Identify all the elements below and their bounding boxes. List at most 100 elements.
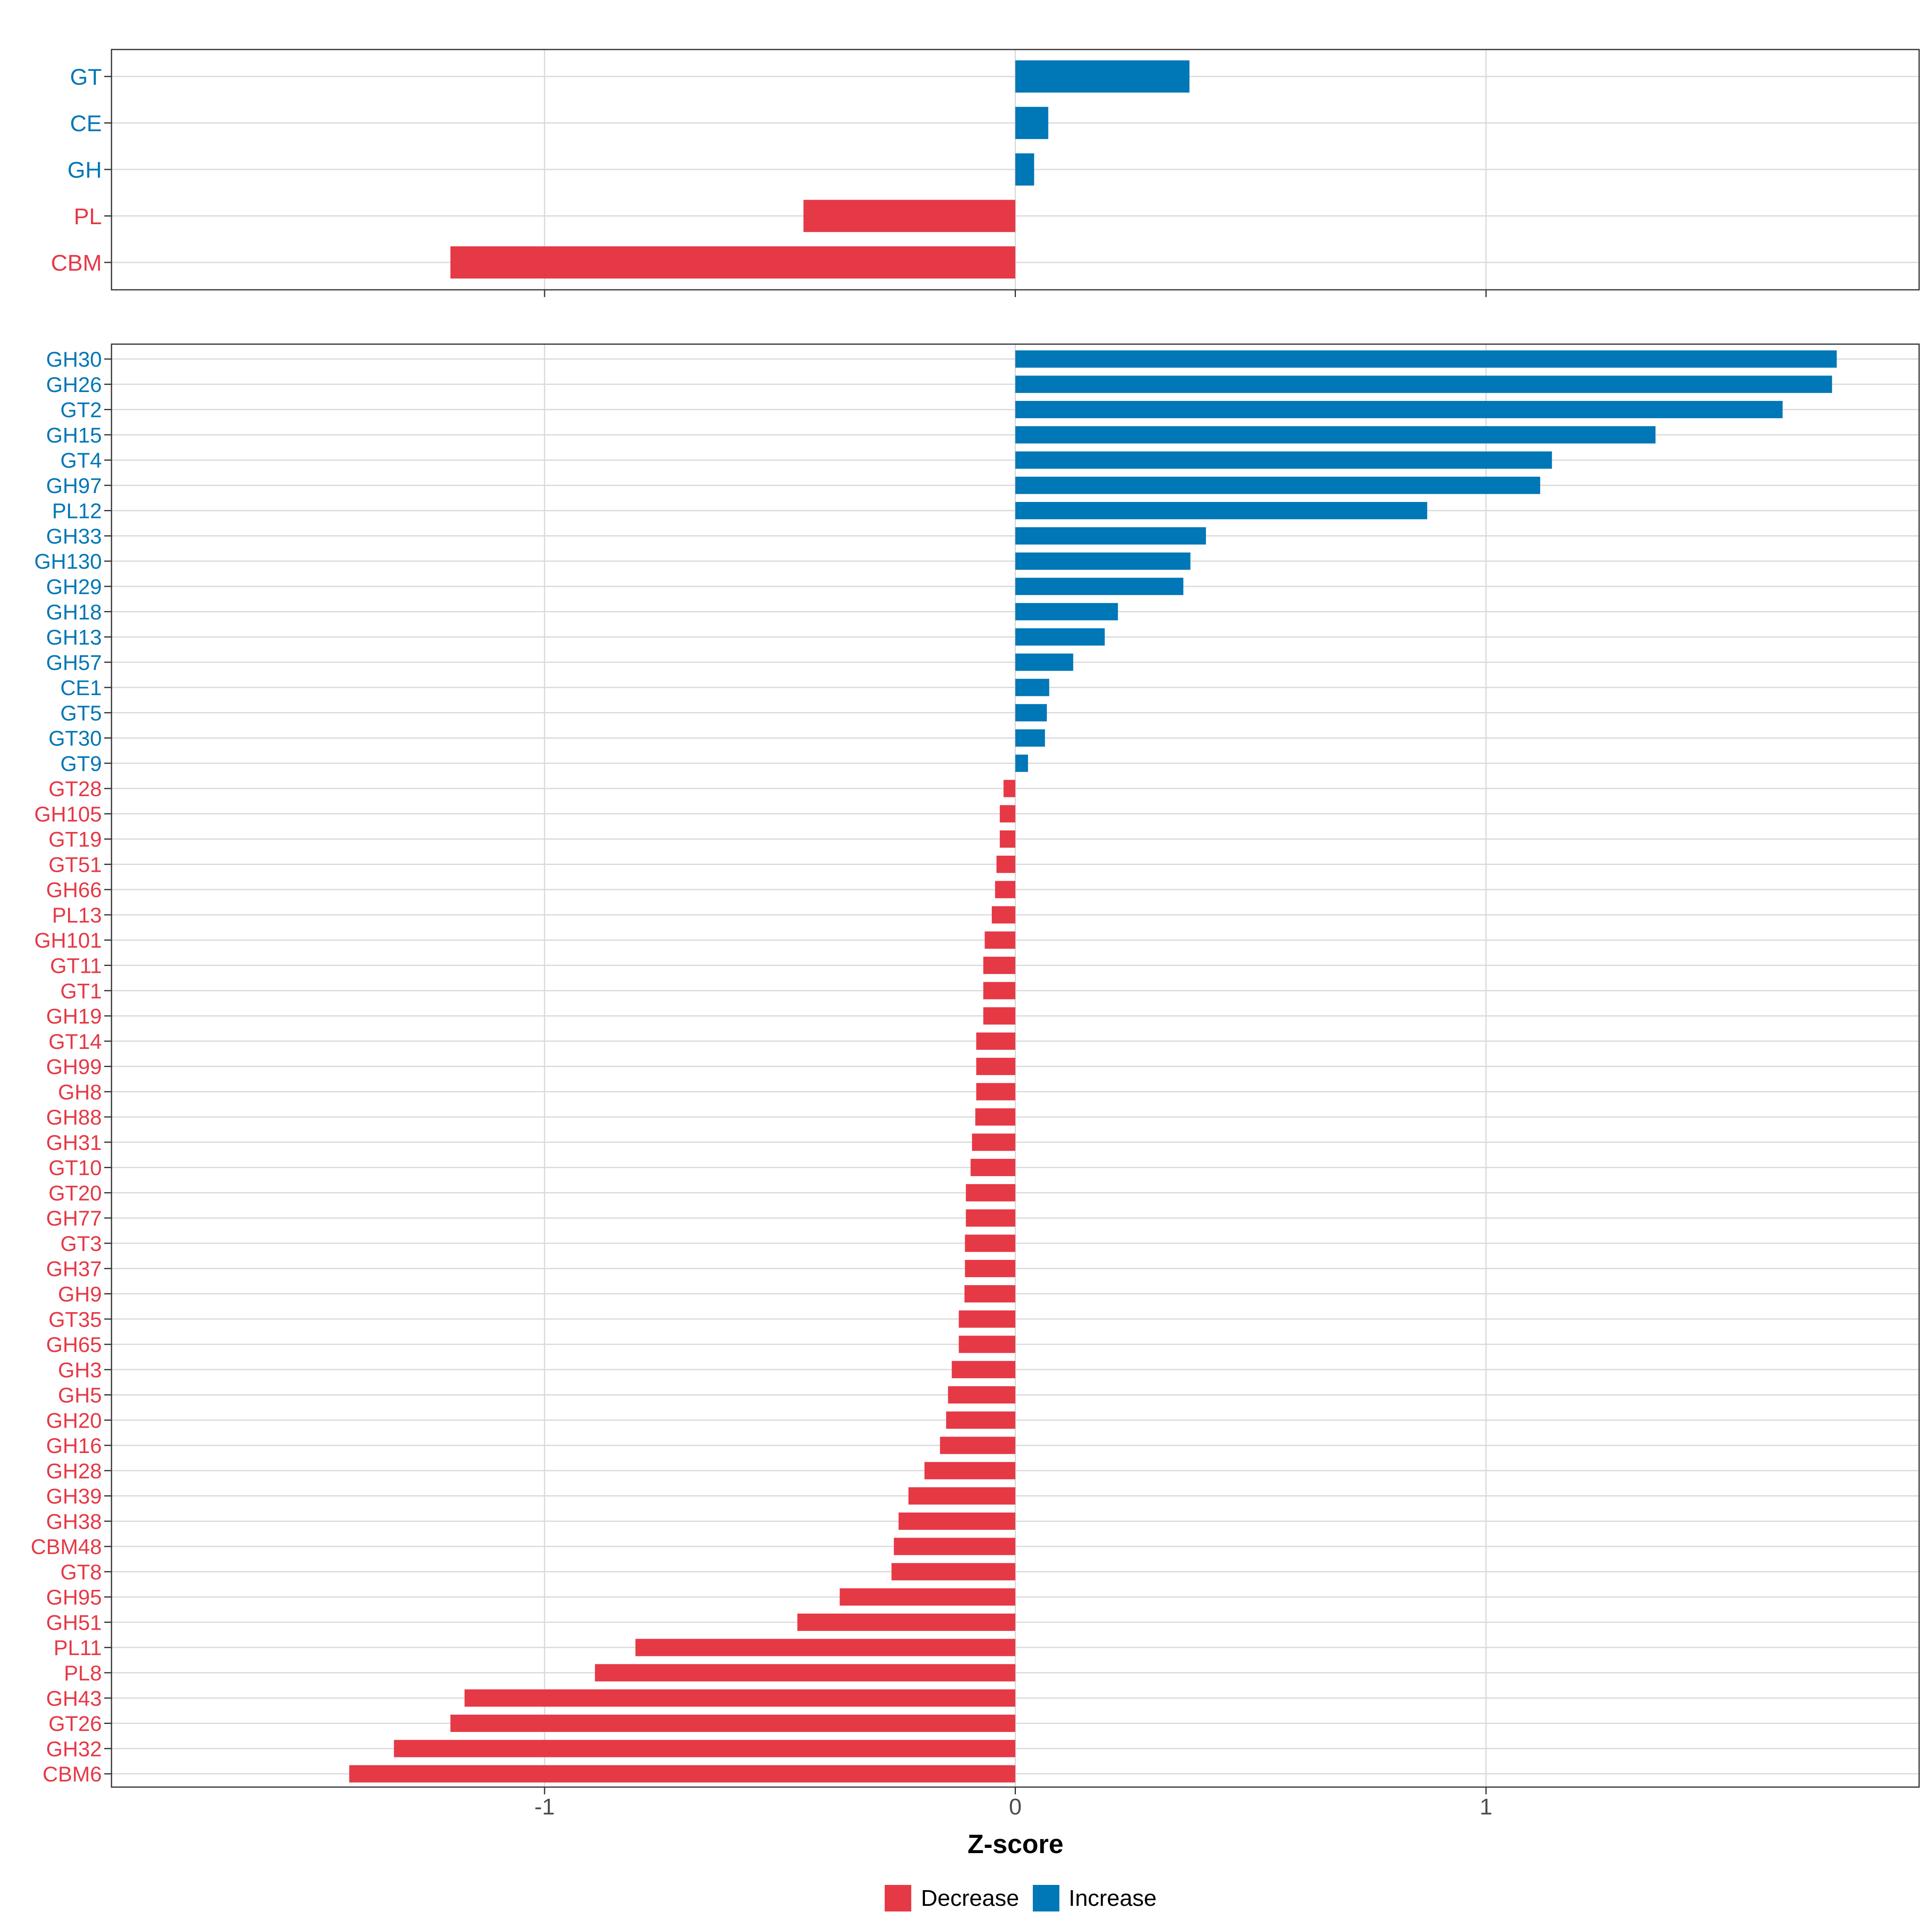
bottom-ytick-label: GH101: [34, 929, 102, 953]
bottom-bar-gt14: [976, 1032, 1016, 1050]
bottom-bar-gh66: [995, 881, 1016, 898]
bottom-ytick-label: GH3: [58, 1358, 102, 1382]
legend-label-increase: Increase: [1069, 1885, 1157, 1911]
x-tick-label: -1: [535, 1794, 555, 1820]
bottom-ytick-label: GT5: [60, 702, 102, 725]
bottom-bar-gh15: [1015, 426, 1656, 444]
x-tick-label: 0: [1009, 1794, 1022, 1820]
bottom-ytick-label: CBM6: [43, 1763, 102, 1786]
bottom-ytick-label: GH29: [46, 575, 102, 599]
bottom-ytick-label: GH99: [46, 1055, 102, 1079]
bottom-bar-gh16: [940, 1437, 1016, 1454]
bottom-ytick-label: GH8: [58, 1080, 102, 1104]
legend-label-decrease: Decrease: [921, 1885, 1019, 1911]
bottom-ytick-label: GT30: [48, 727, 102, 751]
bottom-ytick-label: GH51: [46, 1611, 102, 1635]
top-ytick-label: PL: [74, 204, 102, 229]
bottom-bar-gt19: [999, 830, 1016, 848]
bottom-ytick-label: GH16: [46, 1434, 102, 1458]
bottom-panel: GH30GH26GT2GH15GT4GH97PL12GH33GH130GH29G…: [31, 343, 1920, 1794]
bottom-bar-gh130: [1015, 552, 1191, 570]
bottom-ytick-label: PL8: [64, 1662, 102, 1685]
bottom-bar-gh18: [1015, 603, 1118, 621]
bottom-ytick-label: GT26: [48, 1712, 102, 1736]
bottom-bar-gh33: [1015, 527, 1206, 545]
bottom-bar-gh37: [965, 1260, 1016, 1278]
bottom-ytick-label: PL13: [52, 904, 102, 927]
bottom-ytick-label: GH43: [46, 1687, 102, 1711]
bottom-ytick-label: GT9: [60, 752, 102, 776]
bottom-bar-gh9: [964, 1285, 1016, 1302]
bottom-ytick-label: GH33: [46, 524, 102, 548]
bottom-ytick-label: GH105: [34, 803, 102, 826]
bottom-ytick-label: GT1: [60, 979, 102, 1003]
bottom-ytick-label: GT10: [48, 1156, 102, 1180]
bottom-ytick-label: GT2: [60, 398, 102, 422]
bottom-ytick-label: GH19: [46, 1005, 102, 1028]
bottom-bar-ce1: [1015, 679, 1049, 696]
bottom-ytick-label: GH66: [46, 878, 102, 902]
bottom-ytick-label: GH20: [46, 1409, 102, 1432]
bottom-bar-gh57: [1015, 653, 1073, 671]
bottom-bar-gh51: [797, 1613, 1016, 1631]
bottom-bar-pl12: [1015, 502, 1427, 520]
bottom-bar-gt26: [450, 1714, 1016, 1732]
x-tick-label: 1: [1480, 1794, 1492, 1820]
top-bar-cbm: [450, 246, 1016, 279]
bottom-ytick-label: GH15: [46, 423, 102, 447]
bottom-ytick-label: GT8: [60, 1560, 102, 1584]
bottom-ytick-label: GH39: [46, 1485, 102, 1509]
bottom-ytick-label: GT20: [48, 1181, 102, 1205]
bottom-ytick-label: GH31: [46, 1131, 102, 1155]
bottom-ytick-label: CE1: [60, 676, 102, 700]
bottom-ytick-label: GT4: [60, 449, 102, 473]
bottom-bar-gt51: [996, 855, 1016, 873]
bottom-ytick-label: GT11: [50, 954, 102, 978]
bottom-ytick-label: GH28: [46, 1459, 102, 1483]
bottom-bar-gh97: [1015, 477, 1540, 494]
top-panel: GT CE GH PL CBM: [51, 49, 1920, 297]
bottom-ytick-label: GH18: [46, 601, 102, 624]
bottom-ytick-label: GH77: [46, 1207, 102, 1230]
top-ytick-label: CE: [70, 111, 102, 136]
top-ytick-label: GH: [68, 157, 102, 183]
bottom-bar-gt2: [1015, 401, 1783, 419]
top-bar-gt: [1015, 60, 1190, 93]
bottom-bar-gt30: [1015, 729, 1045, 747]
bottom-ytick-label: GT14: [48, 1030, 102, 1054]
bottom-ytick-label: GH95: [46, 1586, 102, 1610]
bottom-ytick-label: GH9: [58, 1282, 102, 1306]
legend: Decrease Increase: [885, 1885, 1157, 1911]
bottom-bar-gt10: [970, 1159, 1016, 1177]
bottom-bar-gt35: [959, 1310, 1016, 1328]
bottom-bar-gh20: [946, 1411, 1016, 1429]
bottom-bar-gt1: [983, 982, 1016, 999]
bottom-ytick-label: GH38: [46, 1510, 102, 1534]
bottom-ytick-label: GT35: [48, 1308, 102, 1331]
legend-key-increase: [1033, 1885, 1059, 1911]
bottom-bar-gh39: [908, 1487, 1016, 1505]
bottom-bar-pl11: [635, 1639, 1016, 1656]
bottom-bar-gh105: [999, 805, 1016, 823]
bottom-bar-gh38: [898, 1512, 1016, 1530]
bottom-ytick-label: GH88: [46, 1106, 102, 1129]
bottom-ytick-label: GT3: [60, 1232, 102, 1256]
bottom-ytick-label: GH57: [46, 651, 102, 675]
top-ytick-label: CBM: [51, 250, 102, 276]
top-bar-ce: [1015, 107, 1049, 139]
bottom-bar-gh26: [1015, 376, 1832, 393]
bottom-bar-gh29: [1015, 578, 1184, 595]
bottom-bar-gh5: [948, 1386, 1016, 1404]
bottom-bar-gh32: [394, 1740, 1016, 1757]
bottom-bar-cbm48: [894, 1538, 1016, 1555]
bottom-ytick-label: GT28: [48, 777, 102, 801]
bottom-bar-gt5: [1015, 704, 1047, 722]
bottom-bar-gh65: [959, 1335, 1016, 1353]
x-axis: -1 0 1: [535, 1794, 1492, 1820]
bottom-bar-gh95: [840, 1588, 1016, 1606]
bottom-bar-gh3: [952, 1361, 1016, 1379]
bottom-bar-gh19: [983, 1007, 1016, 1025]
bottom-bar-gt11: [983, 956, 1016, 974]
bottom-bar-gt3: [965, 1234, 1016, 1252]
